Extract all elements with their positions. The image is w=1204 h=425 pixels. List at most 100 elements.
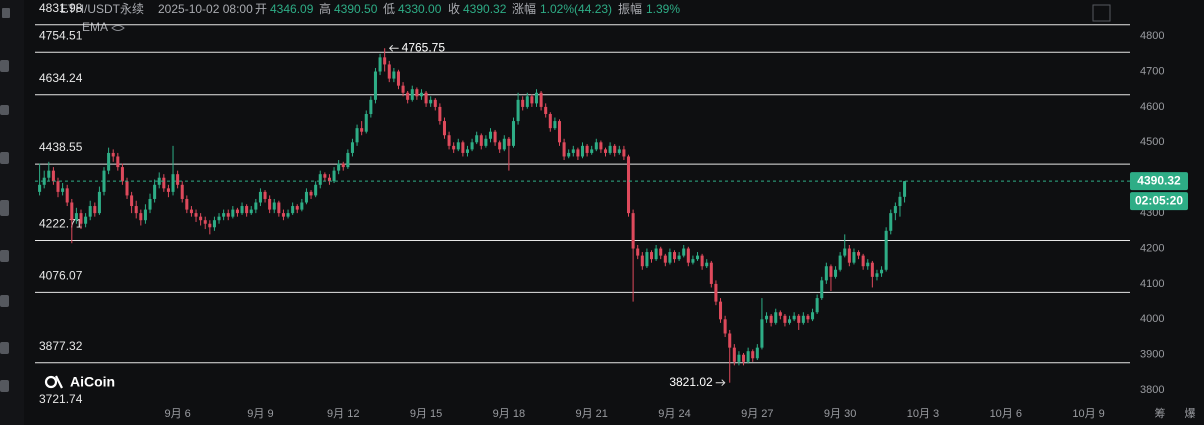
candle-body: [893, 206, 897, 214]
eye-icon[interactable]: [111, 25, 125, 31]
field-label: 低: [383, 2, 395, 16]
tool-icon[interactable]: [0, 200, 9, 216]
candle-body: [507, 138, 511, 146]
candle-body: [880, 269, 884, 274]
candle-body: [107, 152, 111, 171]
candle-body: [742, 354, 746, 362]
tool-icon[interactable]: [0, 295, 9, 307]
candle-body: [732, 347, 736, 362]
candle-body: [585, 145, 589, 153]
candle-body: [778, 312, 782, 316]
candle-body: [373, 71, 377, 100]
level-label: 4634.24: [39, 71, 83, 85]
level-label: 4831.98: [39, 1, 83, 15]
price-tag: [1130, 172, 1188, 191]
candle-body: [824, 266, 828, 281]
arrow: [715, 379, 726, 387]
candle-body: [539, 92, 543, 107]
candle-body: [884, 230, 888, 270]
candle-body: [332, 170, 336, 182]
candle-body: [153, 184, 157, 199]
bar-time: 2025-10-02 08:00: [158, 2, 253, 16]
x-tick-label: 9月 6: [164, 408, 190, 420]
candle-body: [636, 248, 640, 256]
x-tick-label: 9月 24: [658, 408, 690, 420]
candle-body: [659, 248, 663, 256]
toolbar-icons[interactable]: [0, 8, 10, 392]
candle-body: [235, 209, 239, 214]
candle-body: [843, 248, 847, 256]
high-label: 4765.75: [402, 40, 446, 54]
tool-icon[interactable]: [0, 250, 9, 262]
candle-body: [61, 188, 65, 192]
y-tick-label: 3900: [1140, 349, 1164, 361]
layout-button[interactable]: [1092, 4, 1111, 22]
candle-body: [396, 71, 400, 86]
candle-body: [222, 213, 226, 217]
candle-body: [111, 152, 115, 157]
candle-body: [318, 174, 322, 185]
tool-icon[interactable]: [0, 152, 9, 164]
side-tool[interactable]: 爆: [1185, 406, 1196, 420]
candle-body: [97, 191, 101, 214]
field-label: 高: [319, 1, 331, 16]
candle-body: [387, 64, 391, 79]
field-value: 4390.50: [334, 2, 378, 16]
candle-body: [406, 92, 410, 100]
candle-body: [774, 312, 778, 323]
candle-body: [594, 142, 598, 150]
candle-body: [355, 128, 359, 143]
candle-body: [755, 347, 759, 359]
side-tool[interactable]: 筹: [1155, 406, 1166, 420]
candle-body: [369, 99, 373, 114]
y-tick-label: 4500: [1140, 136, 1164, 148]
candle-body: [746, 351, 750, 362]
tool-icon[interactable]: [0, 60, 9, 72]
candle-body: [254, 202, 258, 210]
candle-body: [350, 142, 354, 153]
candle-body: [410, 89, 414, 100]
candle-body: [378, 57, 382, 72]
tool-icon[interactable]: [0, 105, 9, 115]
tool-icon[interactable]: [2, 8, 10, 18]
candle-body: [857, 252, 861, 256]
candle-body: [208, 223, 212, 228]
candle-body: [898, 196, 902, 207]
candle-body: [889, 213, 893, 231]
candle-body: [102, 170, 106, 192]
candle-body: [866, 262, 870, 267]
logo-mark: [55, 375, 63, 389]
candle-body: [608, 145, 612, 153]
candle-body: [281, 213, 285, 217]
logo: AiCoin: [44, 374, 115, 390]
indicator: EMA: [82, 20, 108, 34]
candle-body: [180, 184, 184, 199]
low-label: 3821.02: [669, 375, 713, 389]
candle-body: [84, 216, 88, 224]
candle-body: [530, 96, 534, 104]
candle-body: [783, 315, 787, 323]
candle-body: [415, 89, 419, 97]
field-label: 涨幅: [512, 1, 536, 16]
candle-body: [171, 174, 175, 192]
candle-body: [139, 213, 143, 221]
field-value: 4330.00: [398, 2, 442, 16]
candle-body: [199, 216, 203, 221]
candle-body: [691, 259, 695, 263]
tool-icon[interactable]: [0, 342, 9, 354]
candle-body: [493, 131, 497, 143]
candle-body: [548, 113, 552, 129]
candle-body: [452, 145, 456, 150]
tool-icon[interactable]: [0, 380, 9, 392]
candle-body: [714, 283, 718, 302]
candle-body: [47, 170, 51, 178]
candle-body: [217, 216, 221, 221]
candle-body: [760, 319, 764, 348]
candle-body: [277, 202, 281, 214]
candle-body: [88, 206, 92, 217]
x-tick-label: 9月 27: [741, 408, 773, 420]
candle-body: [737, 354, 741, 362]
candle-body: [304, 191, 308, 203]
